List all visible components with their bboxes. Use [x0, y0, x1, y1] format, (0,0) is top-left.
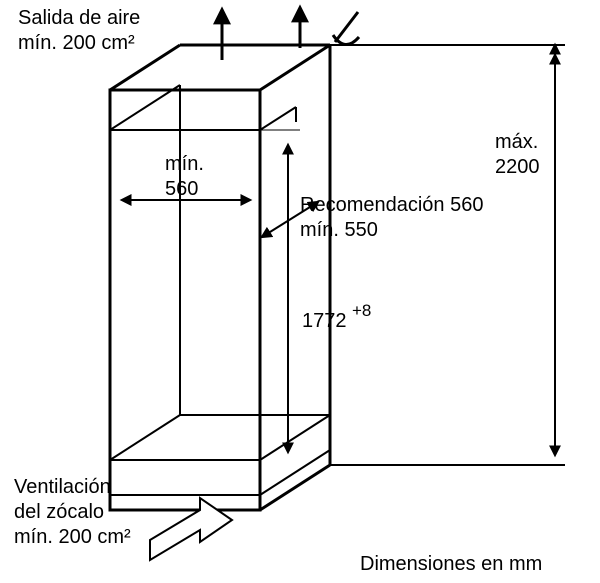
footer-label: Dimensiones en mm: [360, 552, 542, 577]
max-height-dim: [330, 45, 565, 465]
inner-height-tol-label: +8: [352, 300, 371, 321]
air-outlet-label: Salida de aire mín. 200 cm²: [18, 6, 140, 56]
tool-icon: [333, 12, 359, 45]
depth-rec-label: Recomendación 560 mín. 550: [300, 193, 483, 243]
inner-height-label: 1772: [302, 309, 347, 334]
air-outlet-arrows: [222, 8, 300, 60]
width-min-label: mín. 560: [165, 152, 204, 202]
inner-height-dim: [260, 130, 300, 452]
plinth-vent-arrow: [150, 498, 232, 560]
cabinet-interior: [110, 85, 330, 495]
max-height-label: máx. 2200: [495, 130, 540, 180]
plinth-vent-label: Ventilación del zócalo mín. 200 cm²: [14, 475, 131, 550]
